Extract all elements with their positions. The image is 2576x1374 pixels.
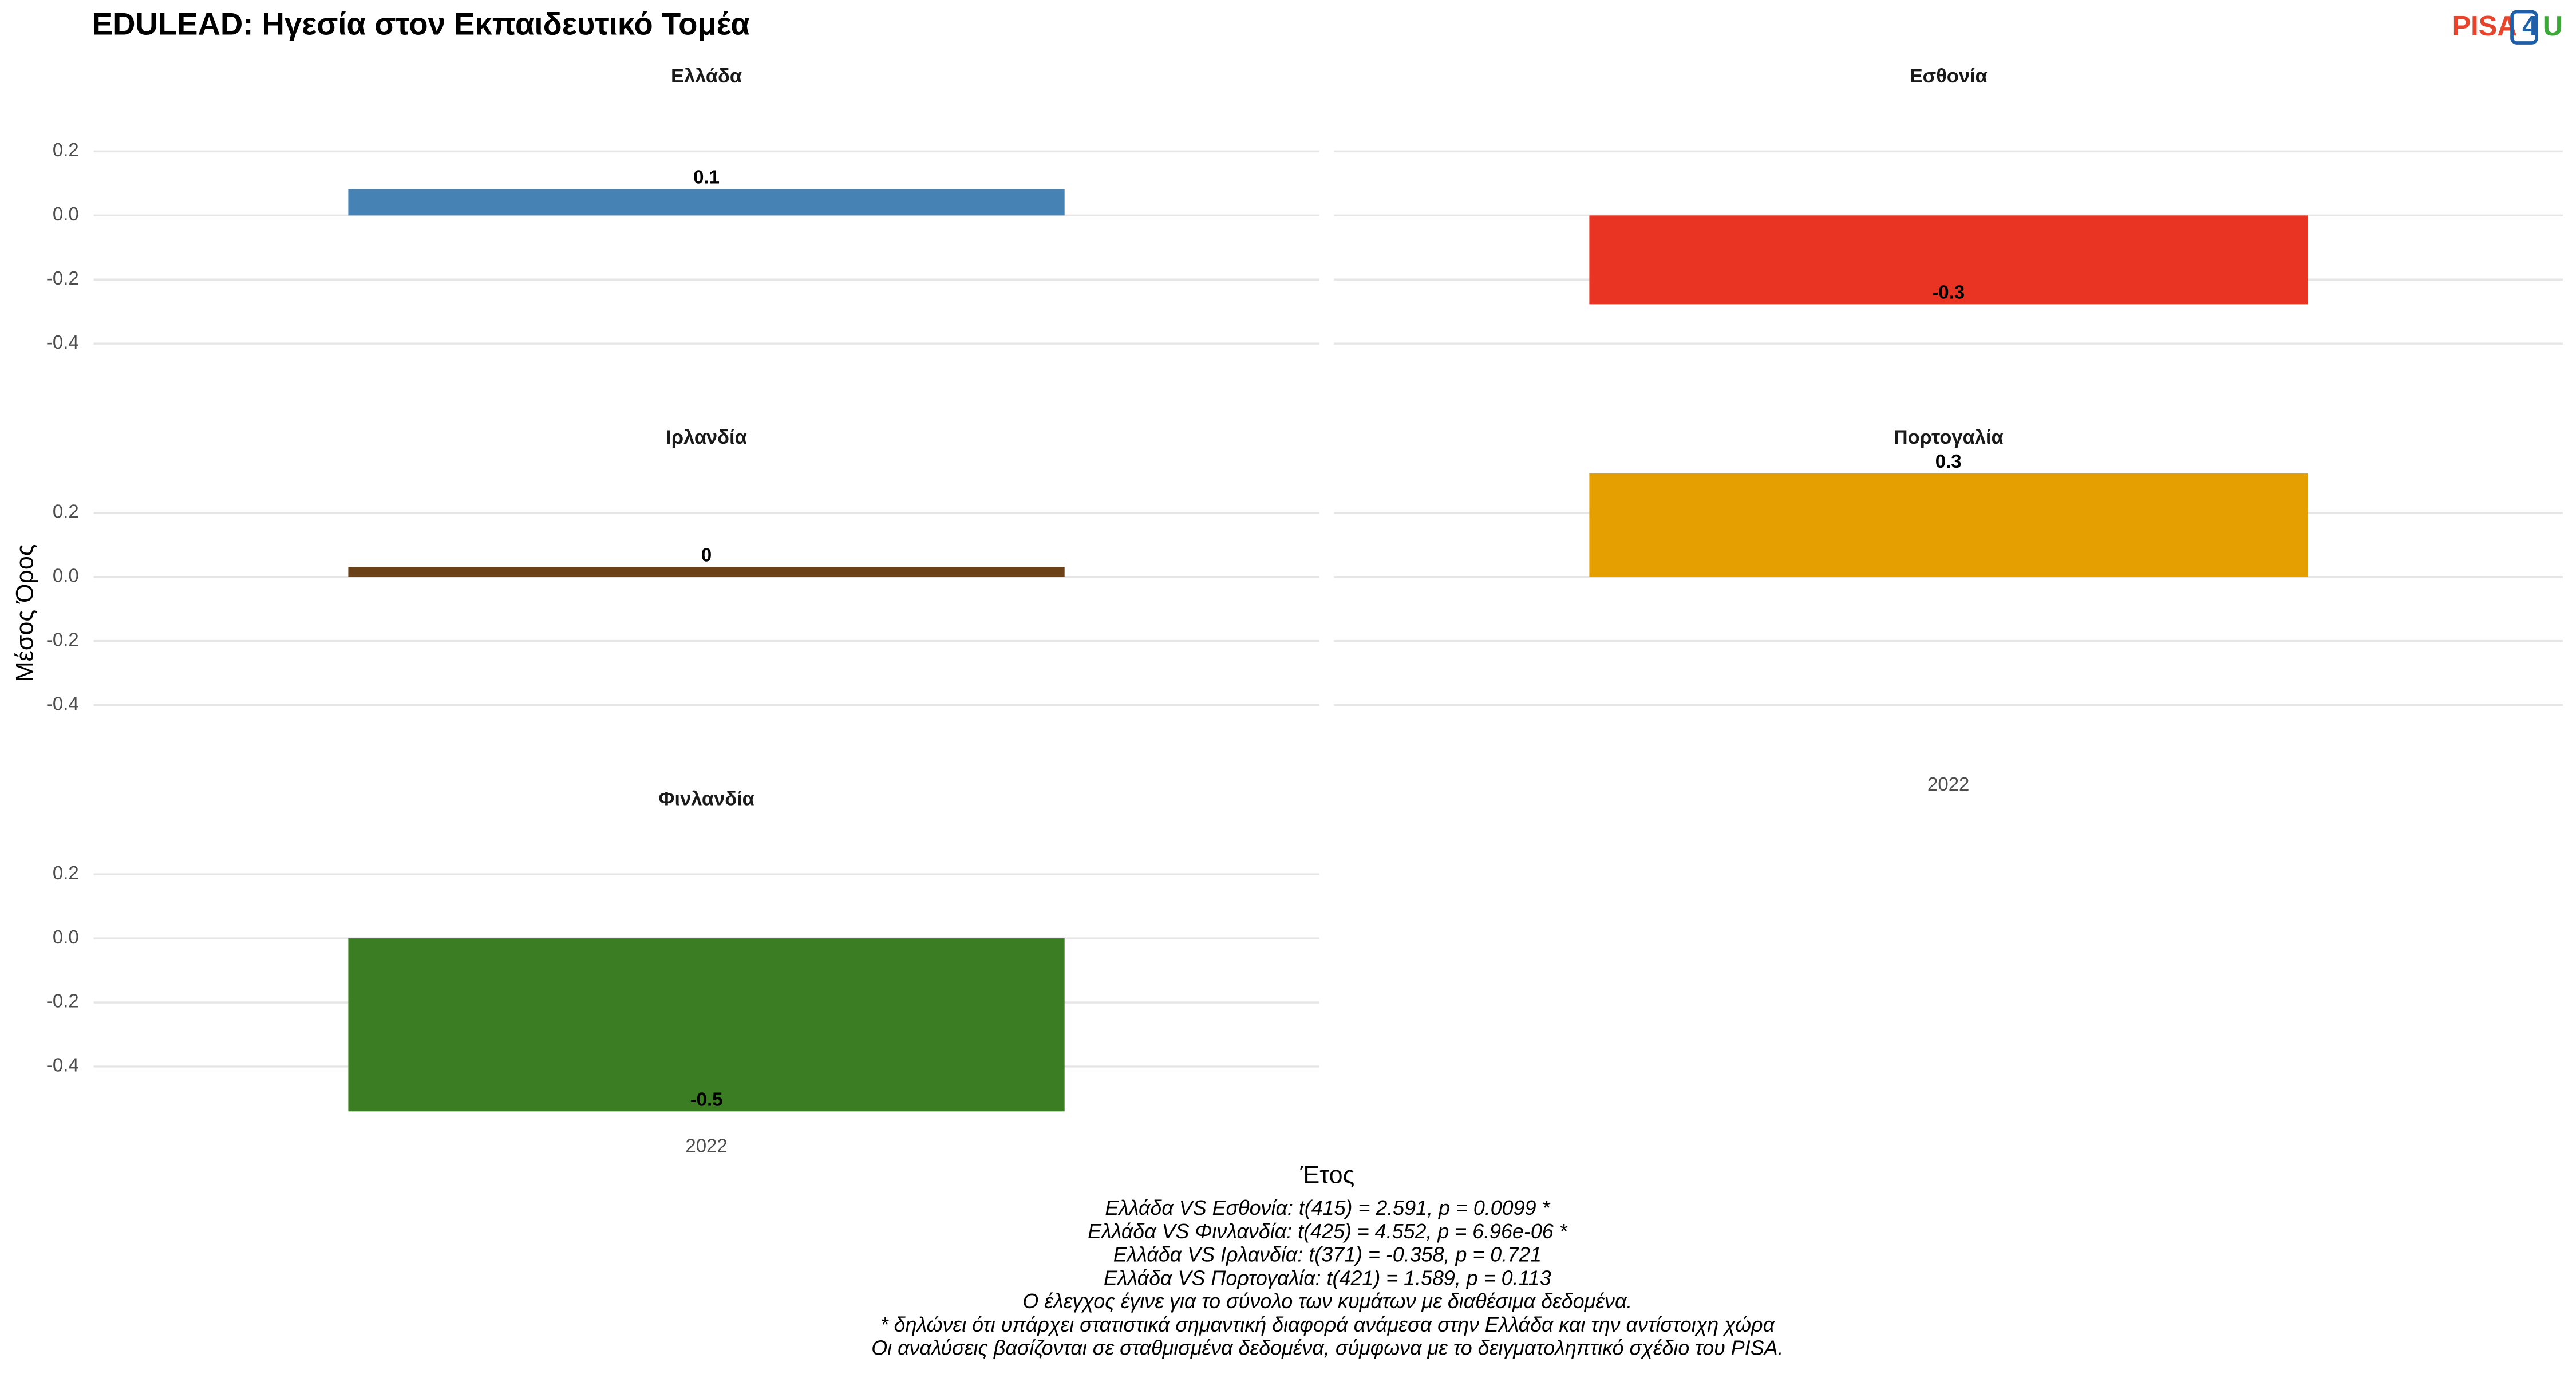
panel-title: Φινλανδία xyxy=(658,788,754,810)
y-tick-label: -0.2 xyxy=(46,629,79,650)
y-tick-label: 0.0 xyxy=(53,564,79,586)
bar xyxy=(348,189,1065,216)
y-tick-label: 0.2 xyxy=(53,139,79,160)
value-label: 0 xyxy=(701,544,712,565)
value-label: 0.3 xyxy=(1935,451,1962,472)
note-line: Ελλάδα VS Ιρλανδία: t(371) = -0.358, p =… xyxy=(1113,1243,1542,1266)
y-axis-label: Μέσος Όρος xyxy=(11,544,38,682)
y-tick-label: 0.2 xyxy=(53,862,79,883)
panel-title: Ελλάδα xyxy=(671,65,742,87)
notes: Ελλάδα VS Εσθονία: t(415) = 2.591, p = 0… xyxy=(871,1197,1783,1360)
y-tick-label: -0.2 xyxy=(46,267,79,289)
bar xyxy=(348,567,1065,577)
bar xyxy=(348,938,1065,1112)
note-line: Ελλάδα VS Φινλανδία: t(425) = 4.552, p =… xyxy=(1088,1220,1568,1243)
logo-part: PISA xyxy=(2452,11,2518,42)
y-tick-label: -0.4 xyxy=(46,331,79,353)
value-label: -0.3 xyxy=(1932,281,1965,302)
value-label: 0.1 xyxy=(693,167,720,188)
y-tick-label: -0.4 xyxy=(46,1055,79,1076)
chart-title: EDULEAD: Ηγεσία στον Εκπαιδευτικό Τομέα xyxy=(92,7,750,42)
bar xyxy=(1589,473,2308,577)
y-tick-label: -0.2 xyxy=(46,990,79,1012)
y-tick-label: 0.0 xyxy=(53,203,79,224)
note-line: Ο έλεγχος έγινε για το σύνολο των κυμάτω… xyxy=(1022,1290,1632,1313)
x-tick-label: 2022 xyxy=(685,1135,727,1156)
y-tick-label: -0.4 xyxy=(46,693,79,714)
value-label: -0.5 xyxy=(690,1088,723,1110)
logo-part: U xyxy=(2543,11,2563,42)
panel-title: Ιρλανδία xyxy=(666,427,747,448)
note-line: Ελλάδα VS Εσθονία: t(415) = 2.591, p = 0… xyxy=(1105,1197,1550,1219)
note-line: * δηλώνει ότι υπάρχει στατιστικά σημαντι… xyxy=(880,1313,1776,1336)
x-axis-label: Έτος xyxy=(1299,1162,1354,1189)
logo: PISA 4 U xyxy=(2452,11,2563,42)
y-tick-label: 0.2 xyxy=(53,501,79,522)
panel-title: Πορτογαλία xyxy=(1894,427,2004,448)
panel-title: Εσθονία xyxy=(1910,65,1988,87)
x-tick-label: 2022 xyxy=(1927,773,1969,795)
note-line: Ελλάδα VS Πορτογαλία: t(421) = 1.589, p … xyxy=(1104,1266,1551,1289)
logo-box xyxy=(2510,10,2538,45)
y-tick-label: 0.0 xyxy=(53,926,79,947)
note-line: Οι αναλύσεις βασίζονται σε σταθμισμένα δ… xyxy=(871,1337,1783,1360)
bar xyxy=(1589,215,2308,305)
